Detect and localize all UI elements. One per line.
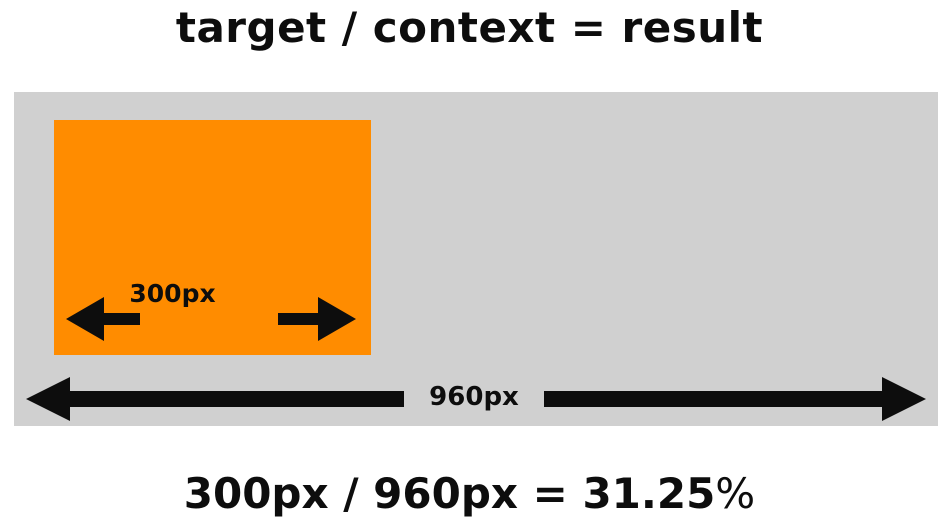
arrow-300-left xyxy=(66,297,140,341)
result-formula: 300px / 960px = 31.25% xyxy=(0,466,939,522)
dimension-arrows xyxy=(26,297,926,421)
target-width-label: 300px xyxy=(129,279,216,308)
context-container: 300px 960px xyxy=(14,92,938,426)
formula-expression: 300px / 960px = 31.25 xyxy=(183,469,716,518)
context-width-label: 960px xyxy=(429,382,519,412)
arrow-960-right xyxy=(544,377,926,421)
page-title: target / context = result xyxy=(175,3,764,52)
formula-percent-sign: % xyxy=(715,469,756,518)
arrow-300-right xyxy=(278,297,356,341)
arrow-960-left xyxy=(26,377,404,421)
